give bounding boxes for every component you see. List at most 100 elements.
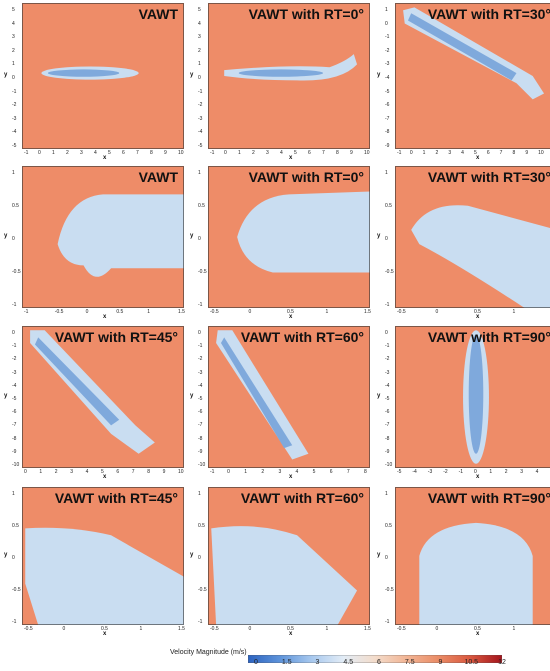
- x-axis-label: x: [289, 474, 293, 480]
- x-tick-label: 9: [350, 150, 353, 156]
- y-tick-label: -9: [385, 448, 390, 455]
- x-tick-label: 1: [325, 309, 329, 315]
- wake-core: [238, 69, 324, 77]
- x-tick-label: 4: [85, 469, 89, 475]
- axes-frame: [22, 3, 184, 149]
- x-tick-label: 1: [238, 150, 241, 156]
- wake-core: [220, 337, 293, 449]
- y-tick-label: 0.5: [12, 203, 19, 209]
- y-tick-label: -3: [198, 369, 203, 376]
- y-tick-label: -3: [385, 61, 390, 68]
- y-tick-label: 4: [198, 20, 201, 27]
- plot-area: VAWT with RT=45°: [22, 326, 184, 468]
- axes-frame: [395, 3, 550, 149]
- y-tick-label: 3: [198, 34, 201, 41]
- x-tick-label: 2: [504, 469, 508, 475]
- x-tick-label: 5: [474, 150, 477, 156]
- x-tick-label: -0.5: [397, 626, 406, 632]
- y-axis-label: y: [190, 393, 194, 399]
- y-axis-label: y: [377, 393, 381, 399]
- y-tick-label: -1: [198, 88, 203, 95]
- x-tick-label: 1: [512, 626, 516, 632]
- y-tick-label: -8: [198, 435, 203, 442]
- x-axis-label: x: [103, 474, 107, 480]
- y-tick-label: -7: [385, 115, 390, 122]
- y-tick-label: -1: [12, 88, 17, 95]
- contour-panel: VAWT with RT=90° 0 -1 -2 -3 -4 -5 -6 -7 -8 -9 -10 -5…: [377, 326, 550, 482]
- x-tick-label: 4: [461, 150, 464, 156]
- contour-panel: VAWT with RT=0° 1 0.5 0 -0.5 -1 -0.5 0 0.5 1 1.5 x y: [190, 166, 371, 322]
- wake-region: [57, 194, 184, 277]
- colorbar-tick-label: 4.5: [343, 659, 354, 666]
- axes-frame: [22, 326, 184, 468]
- y-tick-label: -1: [12, 343, 17, 350]
- y-tick-label: -6: [385, 102, 390, 109]
- x-tick-label: -0.5: [210, 626, 219, 632]
- y-tick-label: -7: [385, 422, 390, 429]
- y-tick-label: 0.5: [385, 523, 392, 529]
- x-tick-label: 0: [85, 309, 89, 315]
- y-tick-label: 5: [12, 7, 15, 13]
- colorbar: [247, 650, 503, 664]
- x-tick-label: 8: [150, 150, 153, 156]
- x-tick-label: 7: [131, 469, 135, 475]
- x-tick-label: 0.5: [116, 309, 124, 315]
- x-tick-label: 1.5: [364, 626, 371, 632]
- y-tick-label: 1: [12, 61, 15, 68]
- x-tick-label: 2: [261, 469, 265, 475]
- x-axis-label: x: [289, 314, 293, 320]
- colorbar-tick-label: 10.5: [464, 659, 479, 666]
- y-tick-label: 2: [198, 47, 201, 54]
- x-tick-label: 3: [266, 150, 269, 156]
- panel-title: VAWT with RT=0°: [248, 169, 364, 185]
- y-tick-label: -6: [12, 409, 17, 416]
- x-tick-label: 3: [70, 469, 73, 475]
- x-tick-label: 8: [336, 150, 339, 156]
- y-tick-label: -1: [385, 619, 390, 625]
- y-tick-label: -5: [12, 396, 17, 402]
- y-tick-label: 0: [12, 555, 15, 561]
- x-tick-label: 1: [489, 469, 493, 475]
- x-tick-label: -1: [210, 469, 215, 475]
- x-tick-label: 10: [178, 469, 184, 475]
- x-tick-label: 6: [122, 150, 125, 156]
- panel-title: VAWT with RT=30°: [427, 169, 550, 185]
- y-tick-label: -1: [385, 302, 390, 308]
- velocity-field: [22, 326, 184, 468]
- y-tick-label: -1: [385, 343, 390, 350]
- velocity-field: [208, 487, 370, 625]
- y-tick-label: 0: [198, 555, 201, 561]
- y-axis-label: y: [377, 233, 381, 239]
- y-axis-label: y: [4, 393, 8, 399]
- x-tick-label: 1.5: [364, 309, 371, 315]
- y-tick-label: -7: [12, 422, 17, 429]
- x-tick-label: 4: [295, 469, 299, 475]
- velocity-field: [22, 487, 184, 625]
- panel-title: VAWT with RT=45°: [54, 329, 178, 345]
- y-tick-label: -2: [198, 356, 203, 363]
- wake-core: [34, 337, 120, 426]
- colorbar-tick-label: 1.5: [281, 659, 292, 666]
- velocity-field: [208, 326, 370, 468]
- x-tick-label: 10: [178, 150, 184, 156]
- plot-area: VAWT with RT=0°: [208, 3, 370, 149]
- y-tick-label: -6: [198, 409, 203, 416]
- x-tick-label: -0.5: [210, 309, 219, 315]
- contour-panel: VAWT with RT=0° 5 4 3 2 1 0 -1 -2 -3 -4 -5 -1 0 1 2 3 4 5 6…: [190, 3, 370, 163]
- plot-area: VAWT with RT=60°: [208, 487, 370, 625]
- y-tick-label: -9: [12, 448, 17, 455]
- y-tick-label: -9: [198, 448, 203, 455]
- x-axis-label: x: [103, 155, 107, 161]
- x-tick-label: 8: [364, 469, 367, 475]
- x-tick-label: 7: [136, 150, 139, 156]
- wake-region: [419, 522, 533, 625]
- y-tick-label: -4: [198, 129, 203, 136]
- y-tick-label: 4: [12, 20, 15, 27]
- x-tick-label: 10: [538, 150, 544, 156]
- x-tick-label: 5: [108, 150, 111, 156]
- panel-title: VAWT with RT=90°: [427, 490, 550, 506]
- contour-panel: VAWT with RT=90°10.50-0.5-1-0.500.511.5x…: [377, 487, 550, 639]
- x-tick-label: 0: [248, 309, 252, 315]
- y-tick-label: 1: [12, 170, 15, 176]
- x-tick-label: 6: [329, 469, 333, 475]
